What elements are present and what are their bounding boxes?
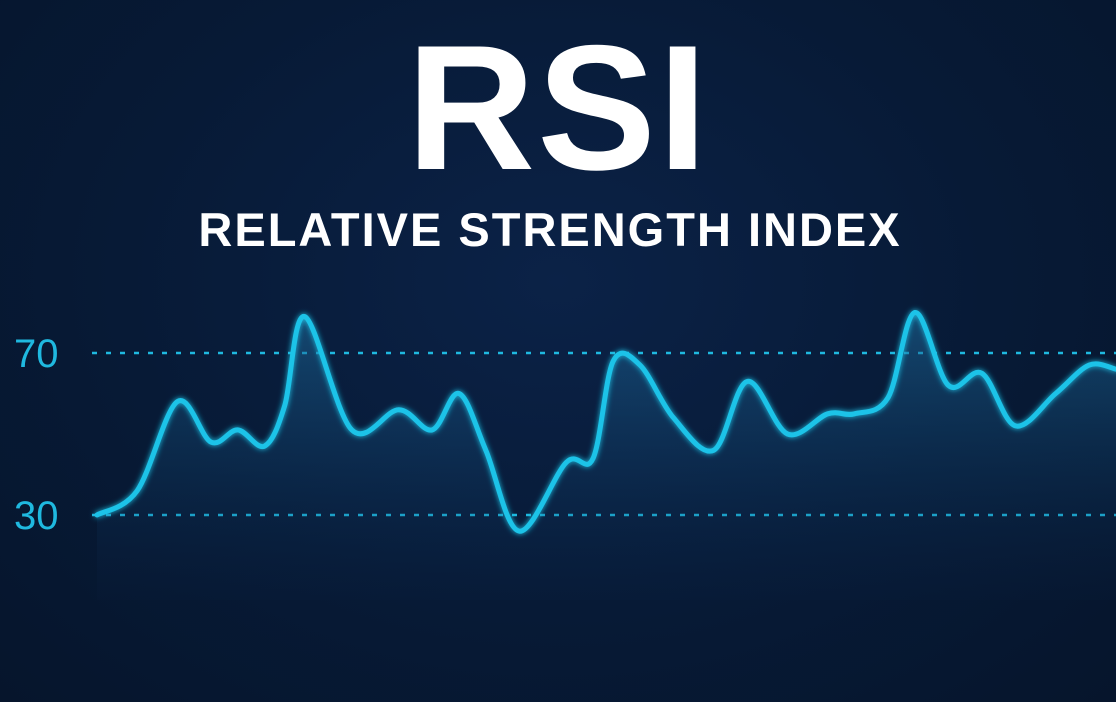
chart-subtitle: RELATIVE STRENGTH INDEX [198,203,902,256]
rsi-line [94,310,1116,534]
rsi-area-fill [97,312,1116,600]
y-tick-label: 30 [14,494,59,538]
y-tick-label: 70 [14,332,59,376]
y-tick-labels: 70 30 [14,332,59,538]
chart-title: RSI [406,8,710,207]
